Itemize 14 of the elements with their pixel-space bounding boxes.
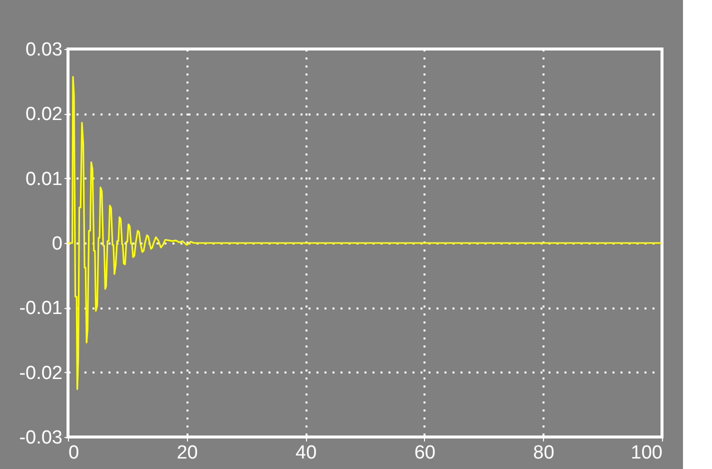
y-tick-label: 0.03 <box>26 40 62 60</box>
x-tick-label: 20 <box>176 442 198 464</box>
x-tick-label: 80 <box>533 442 554 464</box>
x-tick-label: 0 <box>68 442 80 464</box>
y-tick-label: -0.03 <box>19 428 62 448</box>
x-tick-label: 40 <box>296 442 317 464</box>
y-tick-label: 0.02 <box>26 104 62 126</box>
y-tick-label: -0.02 <box>19 362 62 384</box>
x-tick-label: 60 <box>414 442 436 464</box>
y-tick-label: -0.01 <box>19 298 62 320</box>
x-tick-label: 100 <box>630 442 662 464</box>
y-tick-label: 0 <box>52 234 62 254</box>
y-tick-label: 0.01 <box>26 168 62 190</box>
line-series <box>67 76 663 390</box>
